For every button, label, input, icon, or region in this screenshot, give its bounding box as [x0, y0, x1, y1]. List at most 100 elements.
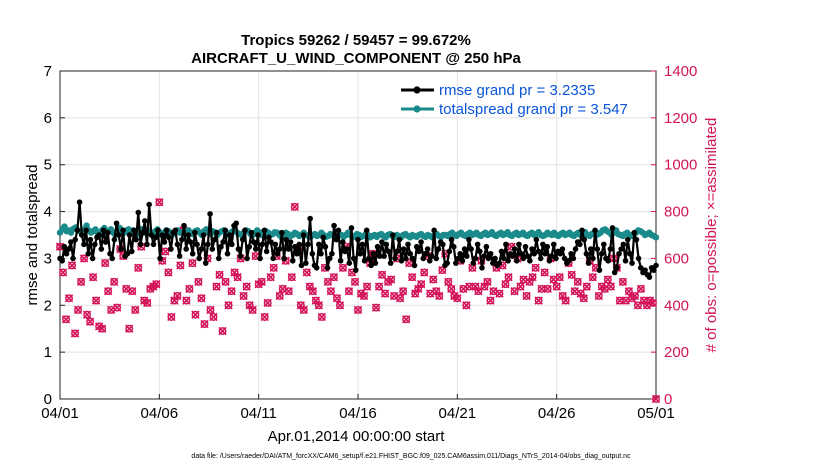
rmse-point	[466, 236, 472, 243]
obs-assimilated-point	[245, 301, 254, 310]
obs-possible-point	[588, 273, 597, 282]
obs-assimilated-point	[167, 312, 176, 322]
legend: rmse grand pr = 3.2335 totalspread grand…	[401, 82, 628, 118]
rmse-point	[418, 239, 424, 245]
right-y-tick-label: 800	[664, 204, 689, 221]
rmse-point	[653, 262, 659, 269]
rmse-point	[165, 234, 172, 241]
obs-possible-point	[402, 315, 411, 324]
obs-possible-point	[504, 273, 513, 282]
rmse-point	[274, 250, 281, 257]
obs-possible-point	[323, 277, 332, 286]
obs-assimilated-point	[344, 287, 354, 296]
obs-assimilated-point	[516, 282, 525, 291]
obs-assimilated-point	[73, 305, 83, 315]
rmse-point	[120, 227, 126, 234]
rmse-point	[392, 255, 398, 262]
rmse-point	[113, 220, 120, 227]
obs-possible-point	[540, 268, 549, 277]
rmse-point	[353, 267, 359, 273]
rmse-point	[161, 239, 168, 245]
legend-spread-label: totalspread grand pr = 3.547	[439, 101, 628, 118]
obs-assimilated-point	[624, 287, 634, 296]
obs-assimilated-point	[97, 324, 107, 333]
rmse-point	[309, 250, 316, 257]
obs-possible-point	[335, 301, 344, 310]
obs-possible-point	[113, 303, 122, 312]
obs-assimilated-point	[525, 277, 534, 287]
obs-assimilated-point	[648, 298, 658, 308]
obs-assimilated-point	[200, 319, 209, 329]
left-y-tick-label: 2	[44, 297, 52, 314]
right-y-tick-label: 200	[664, 344, 689, 361]
obs-assimilated-point	[275, 291, 284, 301]
rmse-point	[368, 262, 374, 269]
obs-possible-point	[224, 301, 233, 310]
rmse-point	[577, 241, 583, 248]
rmse-point	[459, 257, 466, 264]
obs-assimilated-point	[131, 305, 140, 315]
obs-possible-point	[435, 291, 444, 300]
obs-assimilated-point	[444, 277, 453, 287]
obs-possible-point	[329, 273, 338, 282]
obs-assimilated-point	[573, 277, 582, 287]
rmse-point	[396, 236, 403, 243]
rmse-point	[183, 246, 189, 252]
rmse-point	[68, 239, 74, 245]
rmse-point	[548, 253, 555, 259]
obs-assimilated-point	[618, 277, 628, 287]
rmse-point	[124, 250, 131, 257]
obs-possible-point	[405, 259, 414, 268]
obs-assimilated-point	[603, 275, 613, 284]
rmse-point	[83, 227, 89, 234]
rmse-point	[152, 234, 159, 241]
obs-possible-point	[552, 282, 561, 291]
rmse-point	[159, 232, 166, 238]
rmse-point	[326, 255, 333, 262]
rmse-point	[366, 255, 372, 262]
rmse-point	[622, 257, 629, 264]
obs-assimilated-point	[561, 296, 570, 305]
obs-possible-point	[134, 263, 143, 272]
left-y-axis-label: rmse and totalspread	[24, 165, 41, 306]
rmse-point	[302, 260, 309, 266]
rmse-point	[413, 243, 420, 250]
obs-assimilated-point	[531, 263, 540, 272]
rmse-point	[89, 255, 96, 262]
obs-possible-point	[257, 277, 266, 286]
rmse-point	[61, 243, 68, 250]
rmse-point	[363, 227, 370, 234]
rmse-point	[87, 236, 94, 243]
obs-assimilated-point	[510, 287, 519, 296]
obs-assimilated-point	[64, 294, 74, 303]
obs-assimilated-point	[401, 315, 411, 324]
rmse-point	[546, 257, 553, 264]
obs-assimilated-point	[194, 277, 203, 287]
obs-possible-point	[387, 275, 396, 284]
obs-possible-point	[417, 280, 426, 289]
obs-assimilated-point	[582, 282, 591, 291]
obs-possible-point	[522, 291, 531, 300]
x-tick-label: 05/01	[637, 405, 675, 422]
obs-assimilated-point	[242, 282, 251, 291]
obs-assimilated-point	[633, 301, 643, 310]
chart-title-line2: AIRCRAFT_U_WIND_COMPONENT @ 250 hPa	[191, 50, 521, 67]
rmse-point	[329, 250, 335, 257]
obs-assimilated-point	[414, 284, 423, 294]
rmse-point	[139, 229, 146, 236]
rmse-point	[81, 241, 87, 248]
rmse-point	[237, 253, 244, 259]
rmse-point	[226, 232, 233, 238]
rmse-point	[416, 248, 422, 255]
rmse-point	[561, 255, 568, 262]
rmse-point	[320, 234, 326, 241]
obs-possible-point	[606, 282, 615, 291]
rmse-point	[461, 246, 468, 252]
rmse-point	[446, 248, 453, 255]
obs-assimilated-point	[314, 301, 324, 310]
obs-possible-point	[372, 303, 381, 312]
obs-assimilated-point	[594, 291, 603, 301]
rmse-point	[431, 227, 437, 234]
rmse-point	[420, 255, 427, 262]
